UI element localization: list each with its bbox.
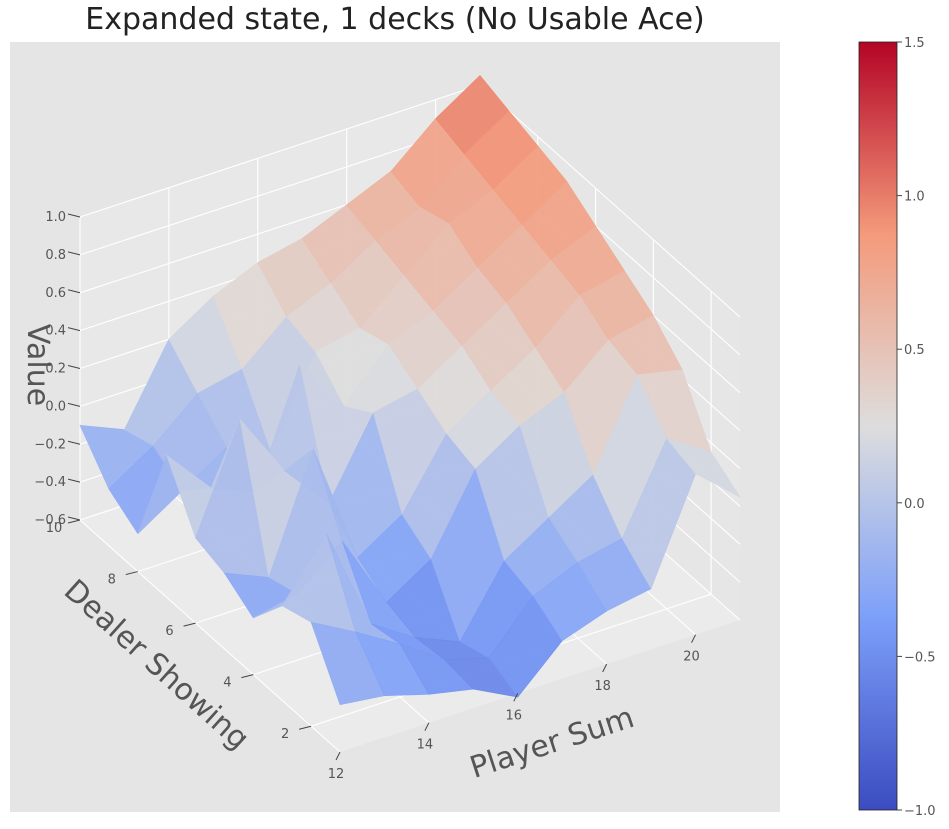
z-tick-label: 0.8 (45, 248, 66, 263)
z-tick-label: −0.2 (34, 437, 66, 452)
chart-title: Expanded state, 1 decks (No Usable Ace) (85, 2, 705, 37)
z-tick-mark (67, 516, 81, 521)
colorbar-scale (858, 41, 898, 811)
surface-patch (665, 437, 741, 498)
colorbar-tick-label: 1.5 (904, 36, 925, 51)
colorbar-tick-label: −1.0 (904, 804, 936, 819)
z-tick-label: 0.0 (45, 399, 66, 414)
z-tick-label: 0.4 (45, 324, 66, 339)
x-tick-mark (335, 751, 341, 761)
z-tick-label: −0.6 (34, 513, 66, 528)
x-tick-mark (513, 693, 519, 702)
x-tick-mark (602, 663, 608, 673)
y-tick-mark (241, 674, 254, 679)
y-tick-label: 2 (281, 727, 289, 742)
y-tick-mark (67, 519, 81, 524)
surface-mesh (79, 75, 741, 706)
z-tick-mark (67, 251, 81, 256)
z-axis-label: Value (20, 324, 55, 406)
x-tick-label: 14 (417, 738, 434, 753)
y-tick-label: 10 (46, 521, 63, 536)
x-tick-label: 18 (594, 679, 611, 694)
y-tick-mark (183, 622, 196, 627)
colorbar-tick-label: 0.0 (904, 497, 925, 512)
colorbar-tick-label: 1.0 (904, 190, 925, 205)
y-tick-label: 6 (165, 624, 173, 639)
y-tick-mark (125, 571, 138, 576)
z-tick-mark (67, 440, 81, 445)
colorbar-tick-label: 0.5 (904, 343, 925, 358)
y-tick-label: 4 (223, 676, 231, 691)
z-tick-label: 0.2 (45, 362, 66, 377)
x-tick-label: 16 (506, 708, 523, 723)
x-tick-mark (691, 634, 697, 643)
x-tick-label: 20 (683, 650, 700, 665)
y-tick-mark (298, 725, 312, 730)
z-tick-label: −0.4 (34, 475, 66, 490)
z-tick-label: 0.6 (45, 286, 66, 301)
z-tick-mark (67, 478, 81, 483)
z-tick-mark (67, 289, 81, 294)
z-tick-mark (67, 213, 81, 218)
z-tick-mark (67, 402, 81, 407)
z-tick-mark (67, 327, 81, 332)
x-tick-mark (424, 722, 430, 731)
y-tick-label: 8 (108, 573, 116, 588)
colorbar-tick-label: −0.5 (904, 650, 936, 665)
colorbar: −1.0 −0.5 0.0 0.5 1.0 1.5 (858, 36, 936, 819)
x-tick-label: 12 (328, 767, 345, 782)
z-tick-label: 1.0 (45, 210, 66, 225)
z-tick-mark (67, 365, 81, 369)
axis-ticks: 12 14 16 18 20 2 4 6 8 10−0.6 −0.4 −0.2 0.0 0.2 0.4 0.6… (34, 210, 699, 782)
